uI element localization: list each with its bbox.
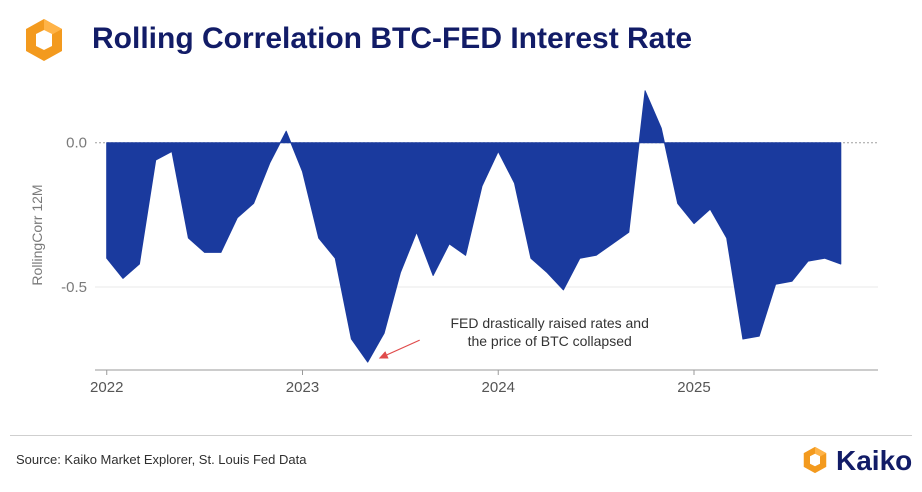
y-tick-label-0: 0.0 xyxy=(66,135,87,152)
header: Rolling Correlation BTC-FED Interest Rat… xyxy=(0,0,922,80)
brand-name: Kaiko xyxy=(836,445,913,476)
chart-container: 0.0 -0.5 RollingCorr 12M 2022 2023 2024 … xyxy=(0,80,922,410)
annotation-text-line-2: the price of BTC collapsed xyxy=(468,333,632,349)
y-axis-label: RollingCorr 12M xyxy=(29,184,45,285)
correlation-chart: 0.0 -0.5 RollingCorr 12M 2022 2023 2024 … xyxy=(29,90,878,396)
x-tick-label-2023: 2023 xyxy=(286,379,319,396)
kaiko-logo-icon xyxy=(26,19,62,61)
correlation-area xyxy=(106,90,842,363)
footer-divider xyxy=(10,435,912,436)
annotation-arrow-icon xyxy=(378,339,420,359)
kaiko-brand-icon xyxy=(803,446,827,474)
annotation-text-line-1: FED drastically raised rates and xyxy=(450,315,648,331)
y-tick-label-neg-0-5: -0.5 xyxy=(61,279,87,296)
source-note: Source: Kaiko Market Explorer, St. Louis… xyxy=(16,452,307,467)
x-tick-label-2025: 2025 xyxy=(677,379,710,396)
page-title: Rolling Correlation BTC-FED Interest Rat… xyxy=(92,22,693,55)
x-tick-label-2022: 2022 xyxy=(90,379,123,396)
x-tick-label-2024: 2024 xyxy=(482,379,515,396)
brand-logo: Kaiko xyxy=(800,442,912,478)
